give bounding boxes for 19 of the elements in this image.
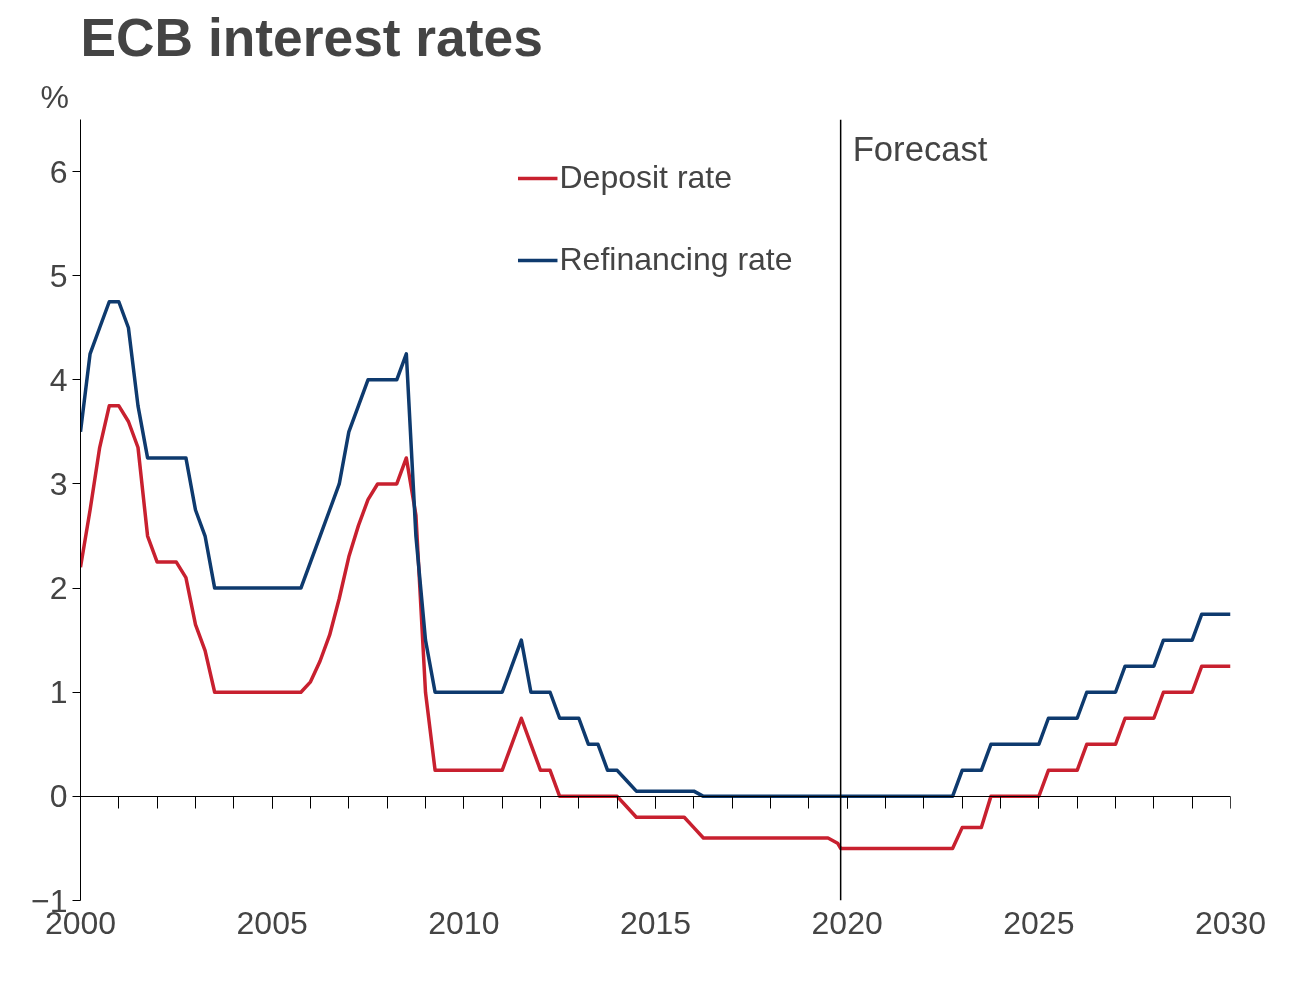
x-tick-label: 2020: [811, 904, 883, 941]
x-tick-label: 2015: [619, 904, 692, 941]
y-tick-label: 1: [49, 674, 68, 711]
y-tick-label: 2: [49, 570, 68, 607]
x-tick-label: 2025: [1003, 904, 1075, 941]
y-axis-title: %: [40, 78, 69, 115]
legend-label: Deposit rate: [559, 159, 733, 196]
y-tick-label: 4: [49, 361, 68, 398]
chart-title: ECB interest rates: [80, 7, 543, 67]
ref-line-label: Forecast: [852, 129, 988, 168]
x-tick-label: 2005: [236, 904, 308, 941]
x-tick-label: 2030: [1194, 904, 1267, 941]
x-tick-label: 2010: [428, 904, 500, 941]
y-tick-label: 6: [49, 153, 68, 190]
y-tick-label: 0: [49, 778, 68, 815]
y-tick-label: 3: [49, 465, 68, 502]
y-tick-label: 5: [49, 257, 68, 294]
legend-label: Refinancing rate: [559, 241, 793, 278]
line-series: [80, 404, 1231, 851]
